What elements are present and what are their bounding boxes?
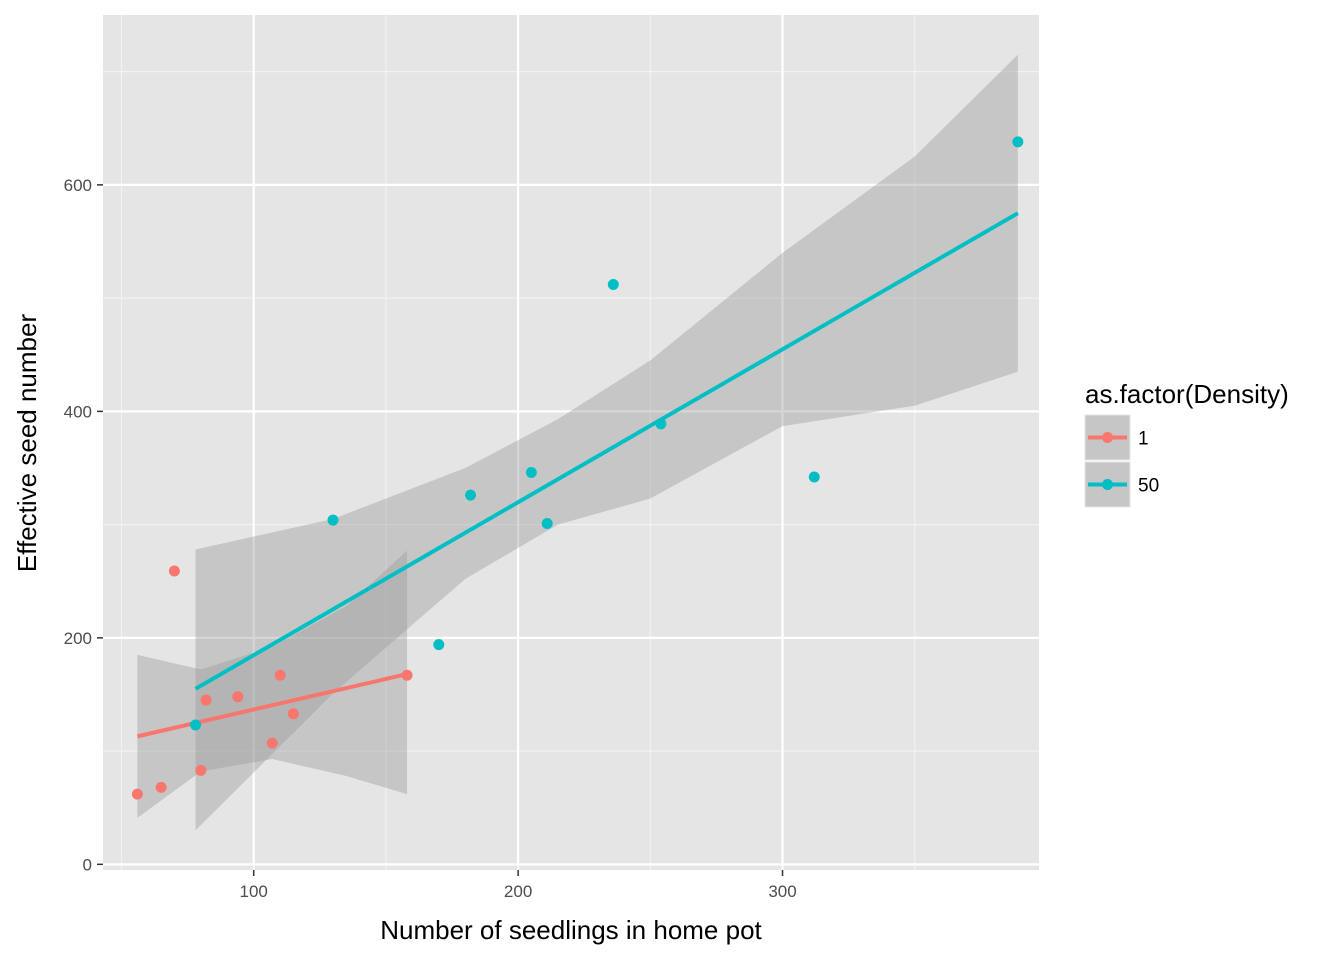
data-point-50	[190, 719, 202, 731]
plot-panel	[103, 15, 1039, 870]
confidence-bands	[137, 54, 1018, 831]
data-point-1	[131, 788, 143, 800]
fit-lines	[136, 211, 1019, 739]
data-point-1	[168, 565, 180, 577]
data-point-1	[274, 669, 286, 681]
x-tick-label: 300	[768, 882, 796, 901]
data-point-50	[1012, 136, 1024, 148]
data-points	[131, 136, 1024, 800]
ci-band-1	[137, 550, 408, 818]
x-tick-label: 100	[240, 882, 268, 901]
x-tick-label: 200	[504, 882, 532, 901]
data-point-50	[525, 467, 537, 479]
legend-point-1	[1102, 432, 1113, 443]
data-point-50	[433, 639, 445, 651]
legend-label-50: 50	[1138, 476, 1159, 497]
legend-point-50	[1102, 479, 1113, 490]
data-point-1	[155, 781, 167, 793]
y-tick-label: 400	[64, 402, 92, 421]
legend-title: as.factor(Density)	[1085, 379, 1289, 409]
x-axis: 100 200 300	[240, 870, 797, 901]
data-point-50	[607, 279, 619, 291]
data-point-1	[266, 737, 278, 749]
data-point-1	[232, 691, 244, 703]
data-point-50	[465, 489, 477, 501]
legend: as.factor(Density) 1 50	[1084, 379, 1289, 508]
data-point-50	[655, 418, 667, 430]
data-point-1	[401, 669, 413, 681]
x-axis-title: Number of seedlings in home pot	[380, 915, 762, 945]
y-axis: 0 200 400 600	[64, 176, 103, 874]
y-tick-label: 600	[64, 176, 92, 195]
ci-band-50	[195, 54, 1018, 831]
fit-line-1	[136, 672, 408, 739]
grid-major	[103, 15, 1039, 870]
data-point-1	[287, 708, 299, 720]
fit-line-50	[194, 211, 1019, 691]
y-axis-title: Effective seed number	[12, 314, 42, 573]
y-tick-label: 200	[64, 629, 92, 648]
data-point-50	[808, 471, 820, 483]
data-point-50	[327, 514, 339, 526]
y-tick-label: 0	[83, 855, 92, 874]
data-point-50	[541, 517, 553, 529]
grid-minor	[103, 15, 1039, 870]
data-point-1	[195, 764, 207, 776]
data-point-1	[200, 694, 212, 706]
legend-label-1: 1	[1138, 429, 1149, 450]
